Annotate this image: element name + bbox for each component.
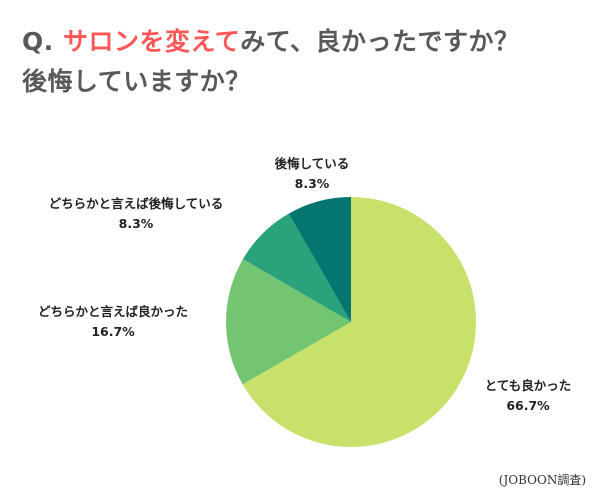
slice-label-very-good: とても良かった 66.7% bbox=[468, 376, 588, 416]
slice-value: 8.3% bbox=[294, 176, 330, 191]
pie-slice-somewhat-regret bbox=[243, 213, 351, 322]
title-highlight: サロンを変えて bbox=[62, 27, 241, 56]
slice-value: 16.7% bbox=[91, 324, 135, 339]
slice-category: どちらかと言えば後悔している bbox=[48, 196, 224, 211]
slice-value: 8.3% bbox=[118, 216, 154, 231]
source-note: (JOBOON調査) bbox=[498, 473, 586, 487]
slice-label-somewhat-regret: どちらかと言えば後悔している 8.3% bbox=[18, 194, 254, 234]
slice-category: とても良かった bbox=[484, 378, 572, 393]
pie-slice-very-good bbox=[242, 197, 477, 447]
pie-slice-regret bbox=[288, 197, 351, 322]
title-prefix: Q. bbox=[22, 27, 54, 56]
chart-title: Q. サロンを変えてみて、良かったですか？ 後悔していますか？ bbox=[22, 22, 592, 102]
title-rest: みて、良かったですか？ bbox=[240, 27, 520, 56]
pie-slice-somewhat-good bbox=[226, 259, 351, 385]
title-line2: 後悔していますか？ bbox=[22, 67, 251, 96]
slice-category: 後悔している bbox=[274, 156, 350, 171]
slice-label-regret: 後悔している 8.3% bbox=[248, 154, 376, 194]
slice-value: 66.7% bbox=[506, 398, 550, 413]
slice-label-somewhat-good: どちらかと言えば良かった 16.7% bbox=[16, 302, 210, 342]
slice-category: どちらかと言えば良かった bbox=[37, 304, 188, 319]
